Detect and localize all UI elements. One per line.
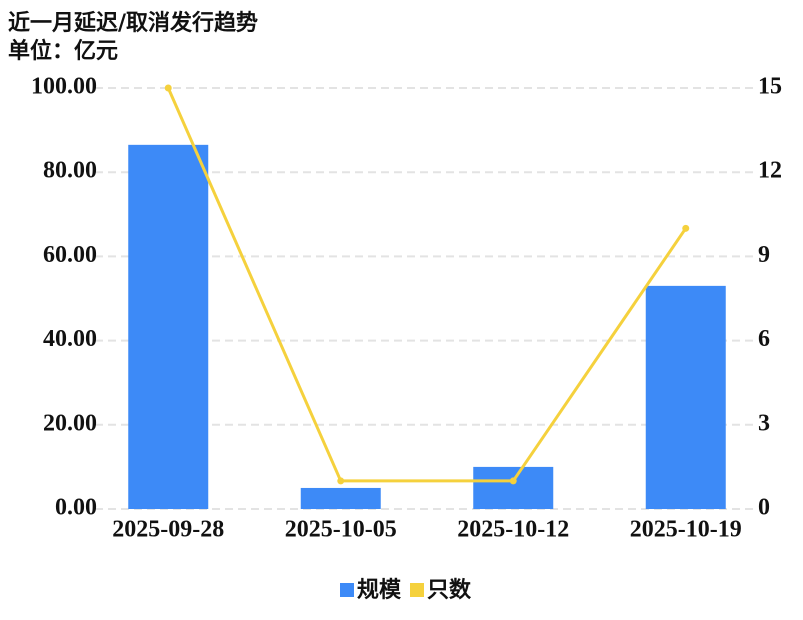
x-tick-label: 2025-09-28 <box>112 517 224 543</box>
y-tick-label: 0.00 <box>55 495 97 521</box>
x-tick-label: 2025-10-12 <box>457 517 569 543</box>
y2-tick-label: 12 <box>758 158 782 184</box>
line <box>166 87 687 483</box>
y2-tick-label: 15 <box>758 74 782 100</box>
y-tick-label: 40.00 <box>43 326 97 352</box>
y2-tick-label: 9 <box>758 242 770 268</box>
bar <box>300 487 381 509</box>
legend-swatch <box>410 583 424 597</box>
y-tick-label: 100.00 <box>31 74 97 100</box>
legend-label: 只数 <box>427 577 472 603</box>
bar <box>645 285 726 509</box>
line-point <box>509 477 517 485</box>
x-tick-label: 2025-10-19 <box>630 517 742 543</box>
bar <box>473 466 554 509</box>
x-tick-label: 2025-10-05 <box>285 517 397 543</box>
chart-title: 近一月延迟/取消发行趋势 <box>8 10 258 36</box>
chart-subtitle: 单位：亿元 <box>8 38 118 64</box>
legend-label: 规模 <box>357 578 402 603</box>
y-tick-label: 60.00 <box>43 242 97 268</box>
legend-swatch <box>340 583 354 597</box>
y-tick-label: 20.00 <box>43 410 97 436</box>
y2-tick-label: 3 <box>758 410 770 436</box>
bar <box>128 144 209 509</box>
line-point <box>164 84 172 92</box>
y2-tick-label: 0 <box>758 495 770 521</box>
y2-tick-label: 6 <box>758 326 770 352</box>
line-point <box>682 224 690 232</box>
line-point <box>337 477 345 485</box>
y-tick-label: 80.00 <box>43 158 97 184</box>
